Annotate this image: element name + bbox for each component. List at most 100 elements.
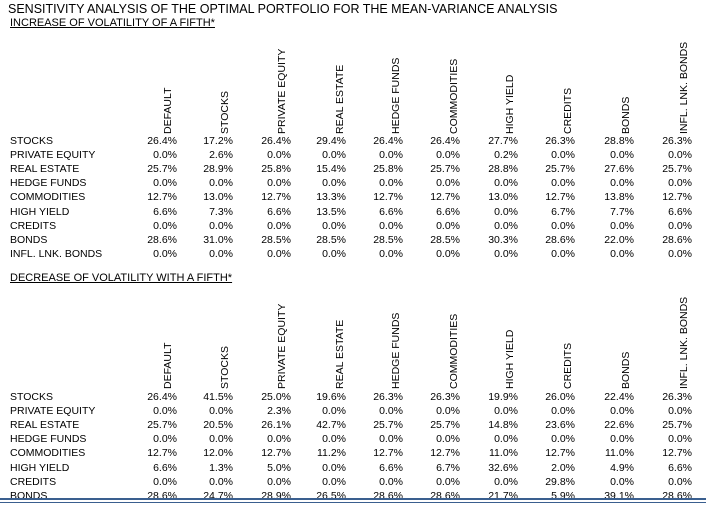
- table-cell: 13.0%: [488, 191, 518, 204]
- table-cell: 23.6%: [545, 419, 575, 432]
- table-cell: 0.0%: [379, 149, 403, 162]
- table-cell: 0.0%: [551, 405, 575, 418]
- section-title: INCREASE OF VOLATILITY OF A FIFTH*: [10, 17, 215, 29]
- table-cell: 0.0%: [494, 205, 518, 218]
- table-cell: 0.0%: [436, 149, 460, 162]
- table-cell: 0.0%: [494, 405, 518, 418]
- table-cell: 0.0%: [379, 475, 403, 488]
- column-header-credits: CREDITS: [562, 342, 574, 389]
- row-label-stocks: STOCKS: [10, 391, 53, 403]
- table-cell: 11.0%: [605, 447, 634, 460]
- table-cell: 0.0%: [551, 247, 575, 260]
- section-title: DECREASE OF VOLATILITY WITH A FIFTH*: [10, 272, 233, 284]
- table-cell: 0.0%: [436, 177, 460, 190]
- table-cell: 0.0%: [668, 219, 692, 232]
- table-cell: 12.0%: [203, 447, 233, 460]
- table-cell: 12.7%: [430, 447, 460, 460]
- table-cell: 0.0%: [267, 433, 291, 446]
- table-cell: 2.3%: [267, 405, 291, 418]
- table-cell: 0.0%: [379, 247, 403, 260]
- table-cell: 25.7%: [147, 163, 177, 176]
- table-cell: 0.0%: [322, 149, 346, 162]
- table-cell: 0.0%: [153, 475, 177, 488]
- table-cell: 27.6%: [604, 163, 634, 176]
- table-cell: 12.7%: [261, 191, 291, 204]
- table-cell: 0.0%: [436, 475, 460, 488]
- table-cell: 6.7%: [436, 461, 460, 474]
- column-header-private-equity: PRIVATE EQUITY: [276, 303, 288, 389]
- table-cell: 28.8%: [604, 135, 634, 147]
- table-cell: 0.0%: [322, 219, 346, 232]
- row-label-hedge-funds: HEDGE FUNDS: [10, 177, 87, 190]
- table-cell: 0.0%: [153, 247, 177, 260]
- table-cell: 0.0%: [267, 177, 291, 190]
- table-cell: 12.7%: [147, 447, 177, 460]
- table-cell: 0.0%: [322, 475, 346, 488]
- table-cell: 29.4%: [316, 135, 346, 147]
- column-header-credits: CREDITS: [562, 87, 574, 134]
- table-cell: 41.5%: [203, 391, 233, 403]
- table-cell: 28.5%: [430, 233, 460, 246]
- table-cell: 0.0%: [610, 405, 634, 418]
- table-cell: 28.5%: [373, 233, 403, 246]
- table-cell: 13.0%: [203, 191, 233, 204]
- table-cell: 0.0%: [322, 247, 346, 260]
- table-cell: 42.7%: [316, 419, 346, 432]
- table-cell: 22.6%: [604, 419, 634, 432]
- table-cell: 12.7%: [373, 191, 403, 204]
- table-cell: 0.2%: [494, 149, 518, 162]
- table-cell: 26.4%: [373, 135, 403, 147]
- table-cell: 12.7%: [430, 191, 460, 204]
- table-cell: 12.7%: [147, 191, 177, 204]
- table-cell: 12.7%: [545, 191, 575, 204]
- table-cell: 0.0%: [610, 177, 634, 190]
- table-cell: 28.6%: [545, 233, 575, 246]
- table-cell: 0.0%: [322, 433, 346, 446]
- table-cell: 25.7%: [662, 163, 692, 176]
- column-header-real-estate: REAL ESTATE: [334, 319, 346, 389]
- table-cell: 28.9%: [203, 163, 233, 176]
- table-cell: 0.0%: [551, 219, 575, 232]
- page-title: SENSITIVITY ANALYSIS OF THE OPTIMAL PORT…: [8, 2, 558, 16]
- table-cell: 0.0%: [436, 405, 460, 418]
- table-cell: 0.0%: [322, 177, 346, 190]
- table-cell: 0.0%: [322, 461, 346, 474]
- table-cell: 0.0%: [209, 433, 233, 446]
- table-cell: 0.0%: [668, 475, 692, 488]
- table-cell: 0.0%: [494, 177, 518, 190]
- table-cell: 26.4%: [147, 391, 177, 403]
- table-cell: 0.0%: [668, 405, 692, 418]
- table-cell: 6.6%: [267, 205, 291, 218]
- bottom-rule-secondary: [0, 502, 706, 503]
- table-cell: 28.6%: [147, 233, 177, 246]
- row-label-commodities: COMMODITIES: [10, 191, 86, 204]
- column-header-bonds: BONDS: [620, 96, 632, 134]
- table-cell: 15.4%: [316, 163, 346, 176]
- table-cell: 0.0%: [610, 219, 634, 232]
- table-cell: 11.2%: [317, 447, 346, 460]
- row-label-high-yield: HIGH YIELD: [10, 205, 70, 218]
- table-cell: 22.0%: [604, 233, 634, 246]
- column-header-infl-lnk-bonds: INFL. LNK. BONDS: [678, 41, 690, 134]
- table-cell: 26.1%: [261, 419, 291, 432]
- bottom-rule: [0, 498, 706, 500]
- table-cell: 0.0%: [153, 219, 177, 232]
- table-cell: 26.4%: [261, 135, 291, 147]
- row-label-credits: CREDITS: [10, 475, 57, 488]
- table-cell: 0.0%: [551, 177, 575, 190]
- table-cell: 13.8%: [604, 191, 634, 204]
- table-cell: 25.7%: [662, 419, 692, 432]
- table-cell: 0.0%: [610, 247, 634, 260]
- table-cell: 6.6%: [668, 205, 692, 218]
- table-cell: 2.6%: [209, 149, 233, 162]
- table-cell: 5.0%: [267, 461, 291, 474]
- row-label-bonds: BONDS: [10, 233, 48, 246]
- table-cell: 17.2%: [203, 135, 233, 147]
- table-cell: 0.0%: [494, 247, 518, 260]
- table-cell: 0.0%: [379, 433, 403, 446]
- table-cell: 1.3%: [209, 461, 233, 474]
- table-cell: 26.3%: [430, 391, 460, 403]
- column-header-hedge-funds: HEDGE FUNDS: [390, 312, 402, 389]
- row-label-commodities: COMMODITIES: [10, 447, 86, 460]
- table-cell: 0.0%: [379, 177, 403, 190]
